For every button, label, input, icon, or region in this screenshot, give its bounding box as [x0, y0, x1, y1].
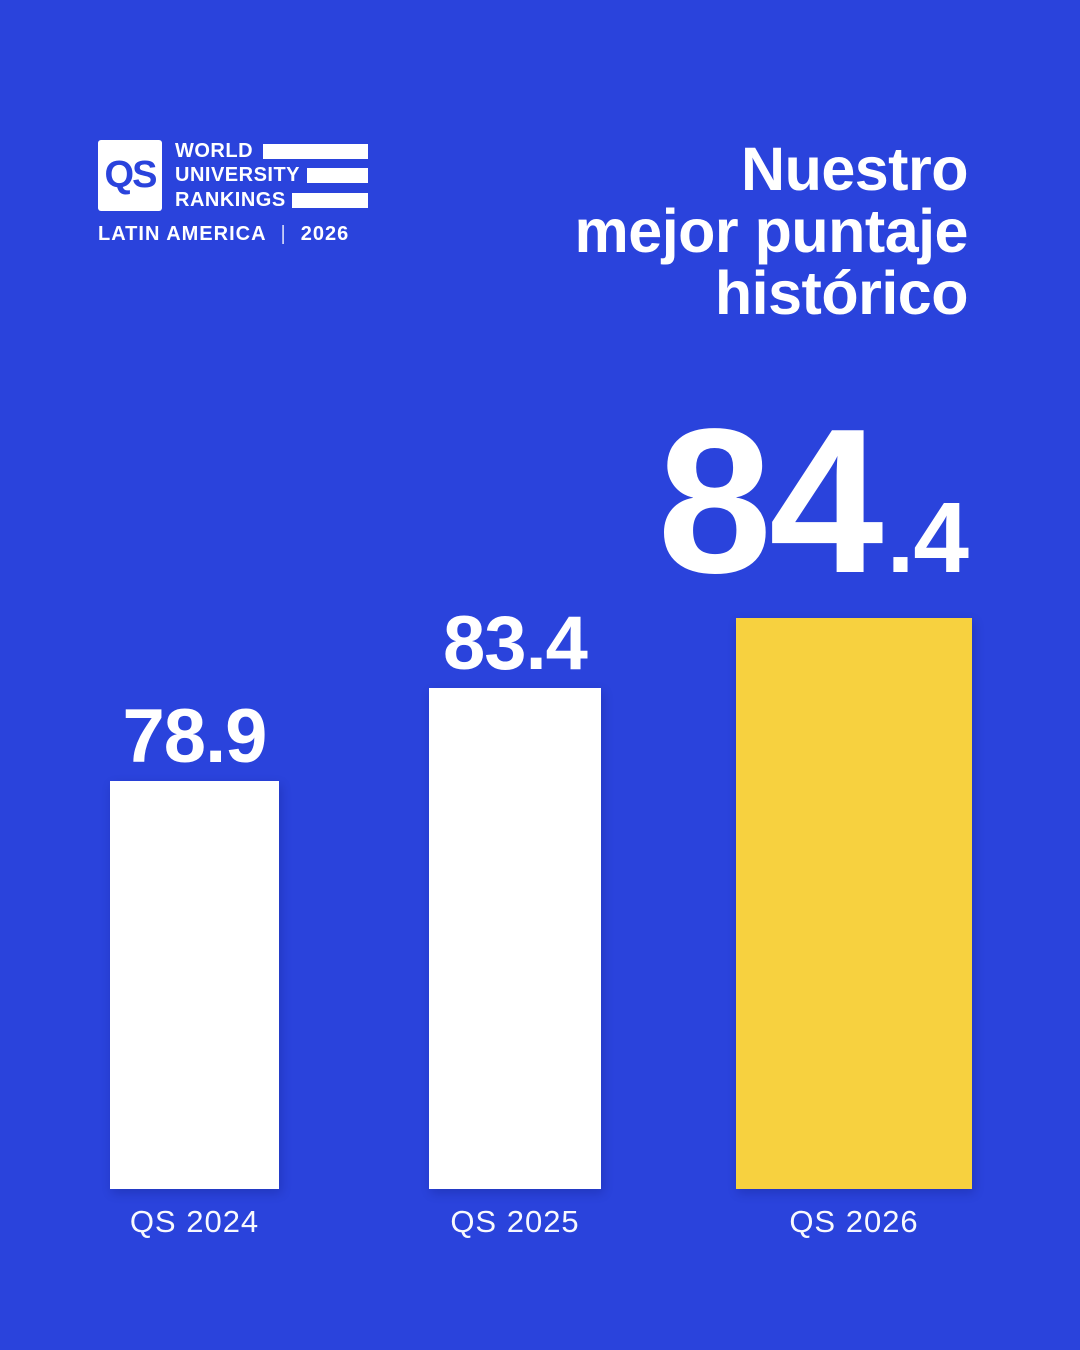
logo-row-university: UNIVERSITY	[175, 164, 368, 187]
title-line-2: mejor puntaje	[574, 197, 969, 265]
bar-category-label: QS 2024	[129, 1204, 260, 1239]
qs-rankings-logo: QS WORLD UNIVERSITY RANKINGS	[98, 140, 368, 246]
logo-bar-icon	[263, 143, 368, 159]
logo-bar-icon	[292, 192, 368, 208]
logo-top-row: QS WORLD UNIVERSITY RANKINGS	[98, 140, 368, 211]
bar-category-label: QS 2025	[450, 1204, 580, 1239]
logo-separator: |	[280, 223, 287, 245]
logo-region: LATIN AMERICA	[98, 223, 267, 245]
logo-bar-icon	[307, 168, 368, 183]
logo-row-rankings: RANKINGS	[175, 189, 368, 211]
qs-monogram: QS	[104, 154, 158, 196]
page-title: Nuestro mejor puntaje histórico	[574, 135, 969, 327]
hero-score-integer: 84	[657, 386, 883, 616]
hero-score-decimal: .4	[886, 482, 969, 594]
bar-category-label: QS 2026	[789, 1204, 919, 1239]
bar-value-label: 83.4	[443, 601, 588, 686]
logo-wordmark: WORLD UNIVERSITY RANKINGS	[175, 140, 368, 211]
title-line-3: histórico	[714, 259, 969, 327]
title-line-1: Nuestro	[741, 135, 968, 203]
logo-year: 2026	[300, 223, 350, 245]
logo-word-university: UNIVERSITY	[175, 164, 301, 186]
qs-logo-icon: QS	[98, 140, 162, 211]
logo-word-world: WORLD	[175, 139, 254, 162]
bar-qs-2024	[110, 781, 279, 1189]
logo-word-rankings: RANKINGS	[175, 188, 286, 211]
bar-qs-2025	[429, 688, 601, 1189]
bar-value-label: 78.9	[122, 694, 268, 779]
logo-row-world: WORLD	[175, 140, 368, 162]
logo-subtitle: LATIN AMERICA | 2026	[98, 223, 368, 246]
bar-qs-2026-highlight	[736, 618, 972, 1189]
hero-score: 84 .4	[657, 386, 969, 616]
